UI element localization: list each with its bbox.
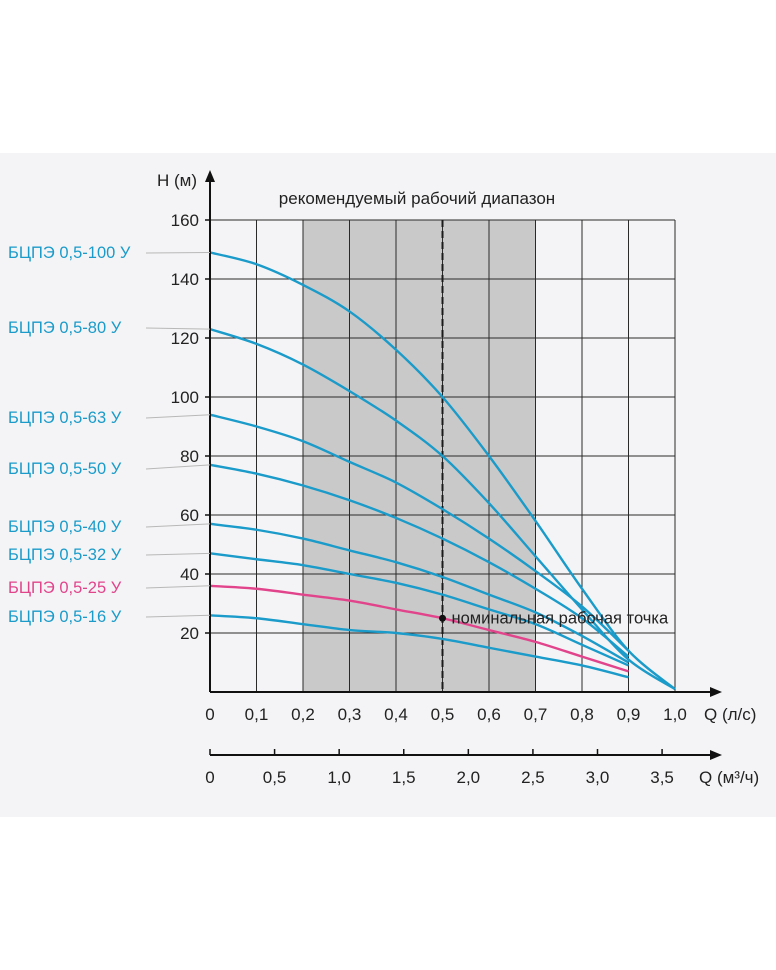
chart-title: рекомендуемый рабочий диапазон [279,189,555,208]
series-leader-2 [145,414,211,419]
nominal-point-marker [439,614,446,622]
axes: 20 40 60 80 100 120 140 160 0 0,1 0,2 0,3 0,4 0,5 0,6 0… [171,170,722,787]
y-axis-arrow [205,170,215,182]
x-tick-label: 0,2 [291,705,315,724]
x2-tick-label: 3,0 [586,768,610,787]
series-labels: БЦПЭ 0,5-100 У БЦПЭ 0,5-80 У БЦПЭ 0,5-63 У… [8,244,211,626]
series-leader-1 [145,327,211,330]
x2-tick-label: 0 [205,768,214,787]
x2-tick-label: 1,0 [327,768,351,787]
x2-tick-label: 0,5 [263,768,287,787]
x2-tick-label: 2,0 [457,768,481,787]
x-tick-label: 0,8 [570,705,594,724]
nominal-point-group: номинальная рабочая точка [439,609,669,627]
series-leader-4 [145,523,211,528]
series-label-5: БЦПЭ 0,5-32 У [8,546,122,564]
series-label-4: БЦПЭ 0,5-40 У [8,518,122,536]
series-leader-0 [145,251,211,254]
x-tick-label: 0,9 [617,705,641,724]
series-leader-7 [145,614,211,618]
series-leader-3 [145,464,211,470]
series-label-7: БЦПЭ 0,5-16 У [8,608,122,626]
x-axis-arrow [710,687,722,697]
x2-axis-arrow [710,750,722,760]
series-label-0: БЦПЭ 0,5-100 У [8,244,131,262]
x-tick-label: 0,1 [245,705,269,724]
y-tick-label: 140 [171,270,199,289]
series-label-3: БЦПЭ 0,5-50 У [8,460,122,478]
series-curve-0 [209,251,676,690]
series-label-2: БЦПЭ 0,5-63 У [8,409,122,427]
y-axis-label: H (м) [157,171,197,190]
series-curve-2 [209,413,630,652]
x-tick-label: 0,7 [524,705,548,724]
series-curve-3 [209,463,630,658]
x-tick-label: 0 [205,705,214,724]
y-tick-label: 100 [171,388,199,407]
y-tick-label: 80 [180,447,199,466]
series-leader-5 [145,552,211,556]
nominal-point-label: номинальная рабочая точка [452,609,669,627]
y-tick-label: 60 [180,506,199,525]
series-curve-6 [209,584,629,673]
x2-tick-label: 3,5 [650,768,674,787]
series-curve-5 [209,552,629,667]
y-tick-label: 40 [180,565,199,584]
x2-tick-label: 1,5 [392,768,416,787]
x2-axis-label: Q (м³/ч) [699,768,759,787]
x-tick-label: 0,4 [384,705,408,724]
series-curves [209,251,676,691]
x-tick-label: 0,5 [431,705,455,724]
series-label-1: БЦПЭ 0,5-80 У [8,319,122,337]
series-label-6: БЦПЭ 0,5-25 У [8,579,122,597]
y-tick-label: 160 [171,211,199,230]
y-tick-label: 20 [180,624,199,643]
y-tick-label: 120 [171,329,199,348]
series-curve-7 [209,614,629,679]
x-tick-label: 1,0 [663,705,687,724]
x-tick-label: 0,3 [338,705,362,724]
x-tick-label: 0,6 [477,705,501,724]
series-curve-1 [209,328,676,691]
series-leader-6 [145,585,211,589]
x-axis-label: Q (л/с) [704,705,756,724]
x2-tick-label: 2,5 [521,768,545,787]
series-curve-4 [209,522,630,664]
